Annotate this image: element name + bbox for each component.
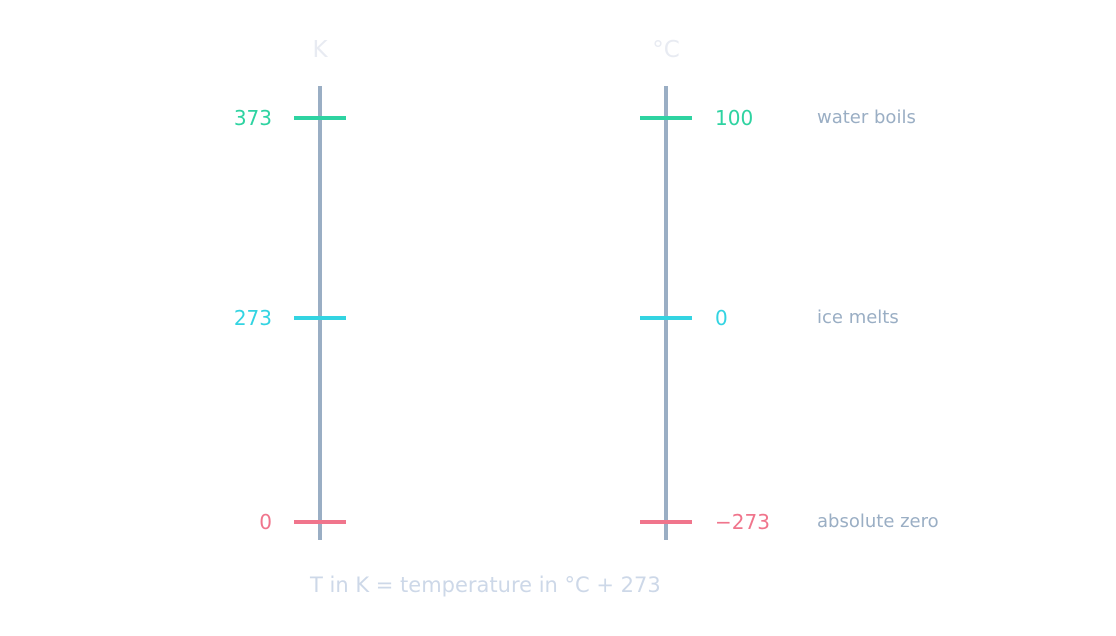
- kelvin-scale-title: K: [312, 37, 328, 63]
- kelvin-tick-absolute-zero: [294, 520, 346, 524]
- kelvin-scale-line: [318, 86, 322, 540]
- celsius-scale-title: °C: [652, 37, 680, 63]
- kelvin-value-absolute-zero: 0: [259, 510, 272, 534]
- celsius-tick-water-boils: [640, 116, 692, 120]
- celsius-value-ice-melts: 0: [715, 306, 728, 330]
- kelvin-tick-water-boils: [294, 116, 346, 120]
- celsius-tick-ice-melts: [640, 316, 692, 320]
- kelvin-tick-ice-melts: [294, 316, 346, 320]
- kelvin-value-ice-melts: 273: [233, 306, 272, 330]
- kelvin-value-water-boils: 373: [233, 106, 272, 130]
- conversion-formula: T in K = temperature in °C + 273: [310, 573, 661, 597]
- celsius-scale-line: [664, 86, 668, 540]
- description-absolute-zero: absolute zero: [817, 511, 939, 532]
- description-ice-melts: ice melts: [817, 307, 899, 328]
- celsius-tick-absolute-zero: [640, 520, 692, 524]
- celsius-value-water-boils: 100: [715, 106, 754, 130]
- description-water-boils: water boils: [817, 107, 916, 128]
- celsius-value-absolute-zero: −273: [715, 510, 770, 534]
